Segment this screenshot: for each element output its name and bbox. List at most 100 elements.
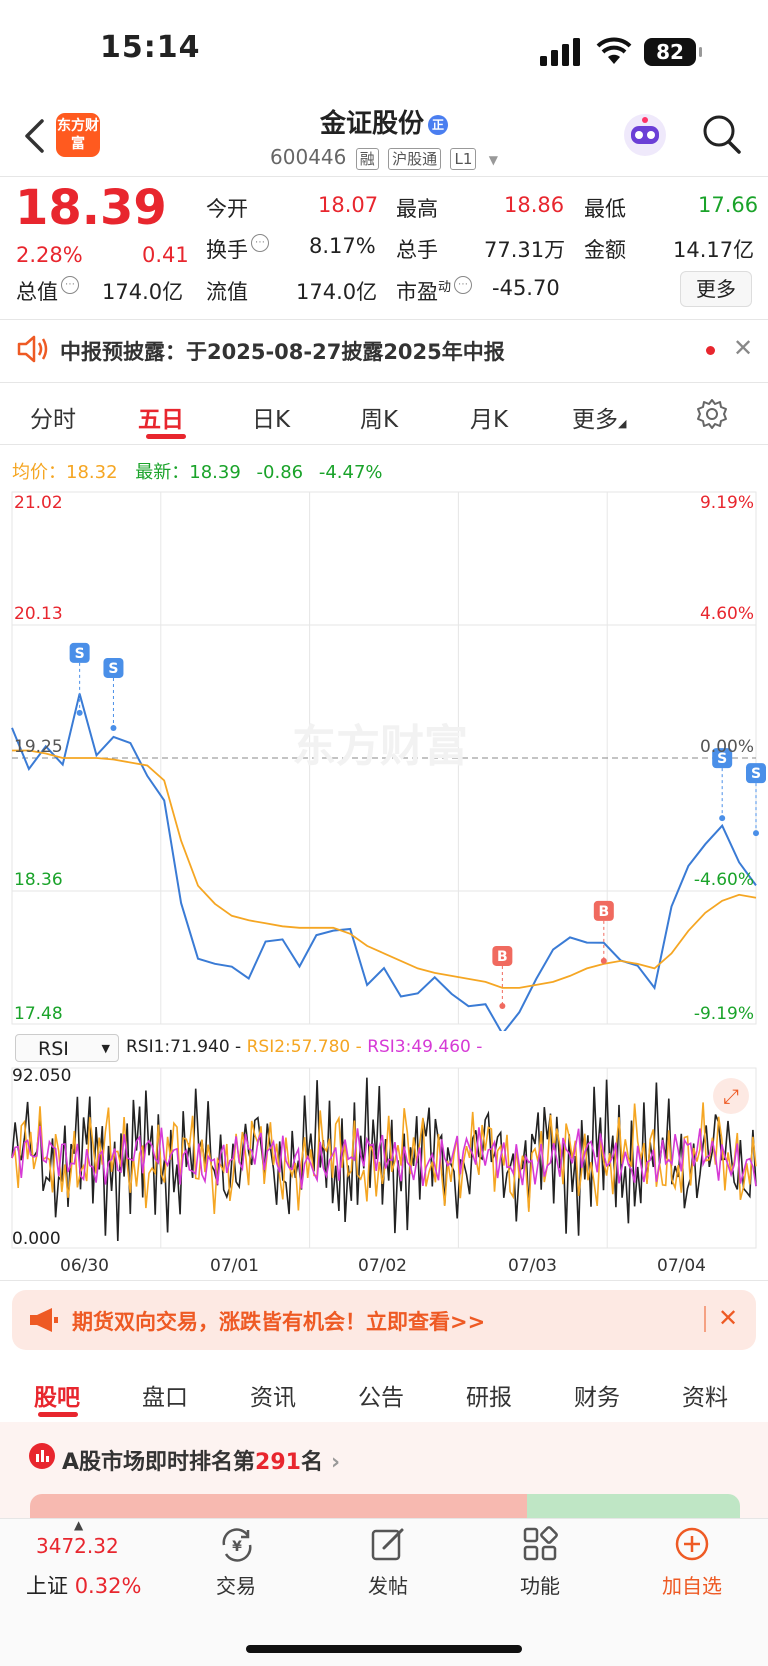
futures-ad-banner[interactable] (12, 1290, 756, 1350)
tab-monthly-k[interactable]: 月K (470, 407, 509, 433)
indicator-selector[interactable]: RSI ▼ (15, 1034, 119, 1062)
volume-value: 77.31万 (484, 238, 566, 262)
index-value[interactable]: 3472.32 (36, 1534, 119, 1558)
market-cap-label[interactable]: 总值 ⋯ (16, 276, 79, 306)
settings-gear-icon[interactable] (696, 398, 728, 430)
divider (0, 176, 768, 177)
tab-research[interactable]: 研报 (466, 1385, 512, 1411)
nav-trade[interactable]: 交易 (216, 1574, 256, 1598)
rsi2-line (11, 1102, 757, 1214)
index-name: 上证 (26, 1574, 68, 1598)
compose-post-icon (371, 1528, 404, 1561)
back-arrow-icon[interactable] (22, 118, 46, 154)
info-icon[interactable]: ⋯ (454, 276, 473, 294)
sell-marker[interactable] (712, 748, 733, 769)
pe-label[interactable]: 市盈动 ⋯ (396, 276, 473, 306)
search-icon[interactable] (702, 114, 742, 156)
sell-marker[interactable] (103, 657, 124, 678)
sell-marker[interactable] (69, 642, 90, 663)
functions-grid-icon (523, 1526, 558, 1561)
change-amount: 0.41 (142, 243, 189, 267)
trade-marker-dot (753, 830, 759, 837)
ad-text[interactable]: 期货双向交易，涨跌皆有机会！立即查看>> (72, 1310, 486, 1334)
info-icon[interactable]: ⋯ (251, 234, 269, 252)
caret-icon: ◢ (618, 417, 627, 430)
turnover-label[interactable]: 换手 ⋯ (206, 234, 269, 264)
sell-marker[interactable] (746, 763, 766, 784)
stock-title[interactable]: 金证股份正 (0, 103, 768, 140)
trade-marker-label: S (717, 751, 727, 767)
y-axis-label-left: 20.13 (14, 604, 63, 624)
rsi1-value: RSI1:71.940 - (126, 1037, 242, 1057)
index-row[interactable]: 上证 0.32% (26, 1570, 141, 1600)
buy-marker[interactable] (492, 945, 513, 966)
tab-order-book[interactable]: 盘口 (142, 1385, 188, 1411)
indicator-selector-label: RSI (38, 1038, 69, 1060)
y-axis-label-right: -9.19% (694, 1004, 754, 1024)
low-label: 最低 (584, 197, 626, 221)
nav-post[interactable]: 发帖 (368, 1574, 408, 1598)
yen-exchange-icon: ¥ (222, 1528, 252, 1562)
high-label: 最高 (396, 197, 438, 221)
nav-add-watchlist[interactable]: 加自选 (662, 1574, 722, 1598)
bottom-navigation (0, 1518, 768, 1666)
stock-name: 金证股份 (319, 109, 424, 139)
divider (0, 319, 768, 320)
home-indicator (246, 1645, 522, 1653)
tab-finance[interactable]: 财务 (574, 1385, 620, 1411)
active-tab-indicator (38, 1412, 78, 1417)
avg-label: 均价： (12, 462, 66, 483)
divider (704, 1306, 706, 1332)
tab-news[interactable]: 资讯 (250, 1385, 296, 1411)
megaphone-icon (30, 1308, 58, 1332)
tab-forum[interactable]: 股吧 (34, 1385, 80, 1411)
tab-profile[interactable]: 资料 (682, 1385, 728, 1411)
trade-marker-label: B (598, 904, 609, 920)
chevron-down-icon: ▼ (101, 1042, 110, 1055)
market-rank[interactable]: A股市场即时排名第291名 › (62, 1444, 340, 1476)
market-cap-label-text: 总值 (16, 280, 58, 304)
y-axis-label-right: 0.00% (700, 737, 754, 757)
notice-text[interactable]: 中报预披露：于2025-08-27披露2025年中报 (60, 340, 505, 364)
dropdown-caret-icon[interactable]: ▼ (488, 153, 498, 167)
chevron-right-icon: › (330, 1450, 341, 1475)
amount-label: 金额 (584, 238, 626, 262)
robot-assistant-icon[interactable] (622, 112, 668, 158)
nav-functions[interactable]: 功能 (520, 1574, 560, 1598)
info-icon[interactable]: ⋯ (61, 276, 79, 294)
close-icon[interactable]: ✕ (718, 1304, 739, 1332)
tab-more[interactable]: 更多◢ (572, 400, 626, 434)
trade-marker-label: S (108, 661, 118, 677)
tab-five-day[interactable]: 五日 (138, 407, 184, 433)
speaker-icon (17, 335, 48, 363)
tab-announcements[interactable]: 公告 (358, 1385, 404, 1411)
watermark: 东方财富 (292, 721, 468, 772)
tab-daily-k[interactable]: 日K (252, 407, 291, 433)
rsi2-value: RSI2:57.780 - (246, 1037, 362, 1057)
more-button[interactable]: 更多 (680, 271, 752, 307)
y-axis-label-right: -4.60% (694, 870, 754, 890)
rsi-top-label: 92.050 (12, 1066, 72, 1086)
tab-weekly-k[interactable]: 周K (360, 407, 399, 433)
active-tab-indicator (146, 434, 186, 439)
eastmoney-logo: 东方财富 (56, 113, 100, 157)
latest-change: -0.86 (256, 462, 304, 483)
close-icon[interactable]: ✕ (733, 334, 754, 362)
price-chart[interactable]: 东方财富 S S B B S S 21.02 9.19% 20.13 4.60% 19.25 0.0… (0, 486, 768, 1031)
price-line (11, 693, 757, 1031)
rsi3-line (11, 1125, 757, 1189)
rsi-chart[interactable] (0, 1062, 768, 1252)
amount-value: 14.17亿 (673, 238, 755, 262)
x-tick-label: 07/04 (657, 1256, 706, 1276)
average-price-line (12, 749, 757, 989)
trade-marker-label: B (497, 949, 508, 965)
stock-code-line: 600446 融 沪股通 L1 ▼ (0, 145, 768, 170)
y-axis-label-right: 9.19% (700, 493, 754, 513)
x-tick-label: 07/02 (358, 1256, 407, 1276)
trade-marker-dot (76, 709, 83, 716)
tab-intraday[interactable]: 分时 (30, 407, 76, 433)
margin-tag: 融 (355, 148, 379, 170)
buy-marker[interactable] (593, 900, 614, 921)
latest-value: 18.39 (189, 462, 241, 483)
expand-icon[interactable]: ⤢ (713, 1078, 749, 1114)
